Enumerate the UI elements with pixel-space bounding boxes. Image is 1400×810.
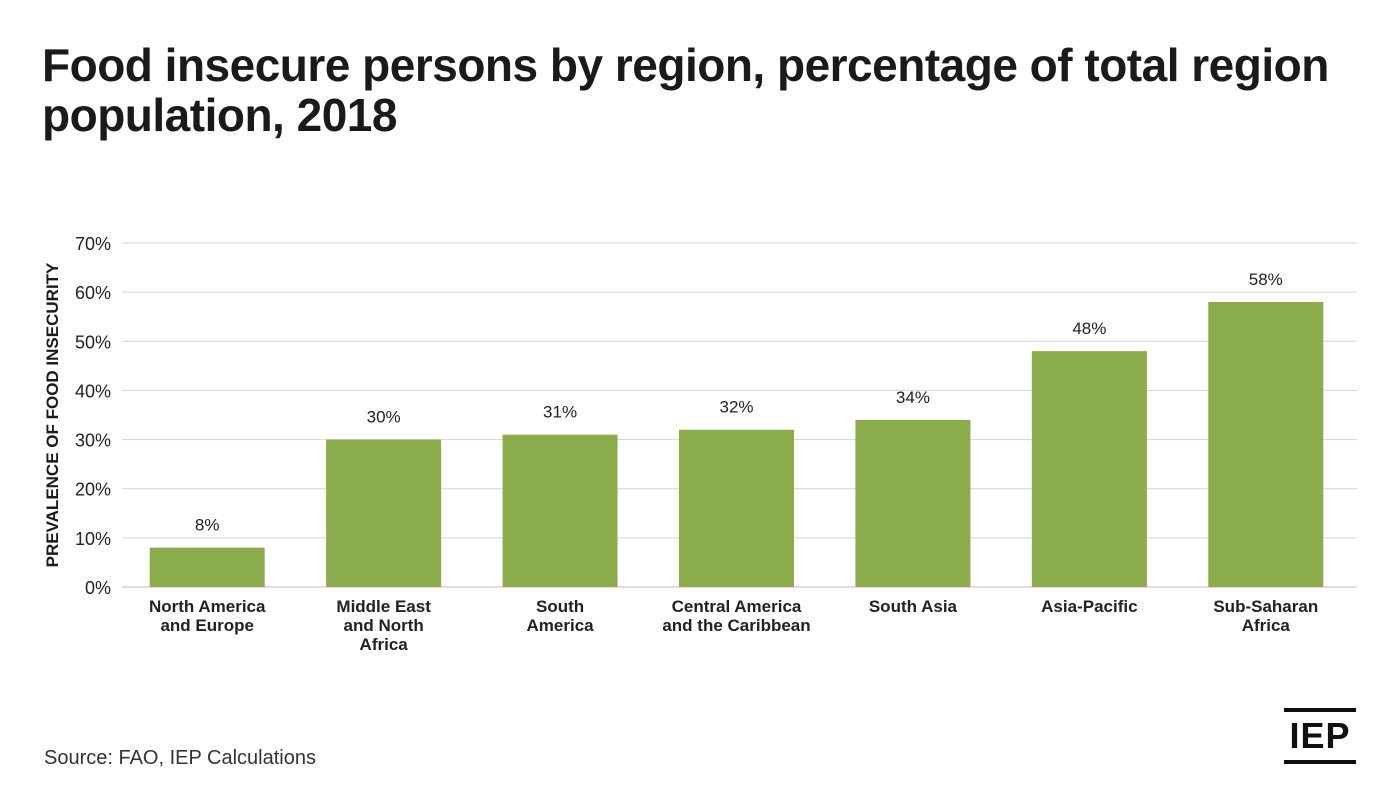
y-tick-label: 60% (75, 283, 111, 303)
x-tick-label: Sub-Saharan Africa (1213, 597, 1318, 635)
logo-bottom-rule (1284, 760, 1356, 764)
source-note: Source: FAO, IEP Calculations (44, 747, 316, 769)
chart-title: Food insecure persons by region, percent… (42, 39, 1329, 141)
bar (149, 547, 265, 587)
bar (1031, 351, 1147, 587)
y-axis-label: PREVALENCE OF FOOD INSECURITY (43, 262, 62, 567)
x-tick-label: South America (527, 597, 595, 635)
bar (679, 429, 794, 587)
y-tick-label: 50% (75, 332, 111, 352)
y-tick-label: 70% (75, 234, 111, 254)
data-label: 32% (719, 398, 753, 417)
bar (855, 419, 971, 587)
data-label: 34% (896, 388, 930, 407)
data-label: 8% (195, 516, 220, 535)
x-tick-label: Middle East and North Africa (336, 597, 431, 654)
bar (502, 434, 618, 587)
logo-text: IEP (1289, 715, 1351, 756)
data-label: 48% (1072, 319, 1106, 338)
logo-top-rule (1284, 708, 1356, 712)
data-label: 58% (1249, 270, 1283, 289)
y-tick-label: 10% (75, 529, 111, 549)
x-tick-label: Central America and the Caribbean (662, 597, 810, 635)
x-tick-label: North America and Europe (149, 597, 266, 635)
data-label: 30% (367, 408, 401, 427)
y-tick-label: 20% (75, 480, 111, 500)
data-label: 31% (543, 403, 577, 422)
x-tick-label: Asia-Pacific (1041, 597, 1137, 616)
x-tick-label: South Asia (869, 597, 958, 616)
y-tick-label: 0% (85, 578, 111, 598)
bar (1208, 301, 1324, 587)
y-tick-label: 30% (75, 431, 111, 451)
iep-logo: IEP (1284, 708, 1356, 764)
y-tick-label: 40% (75, 381, 111, 401)
bar (326, 439, 442, 587)
bar-chart: 0% 10% 20% 30% 40% 50% 60% 70% 8% North America an… (43, 234, 1357, 654)
